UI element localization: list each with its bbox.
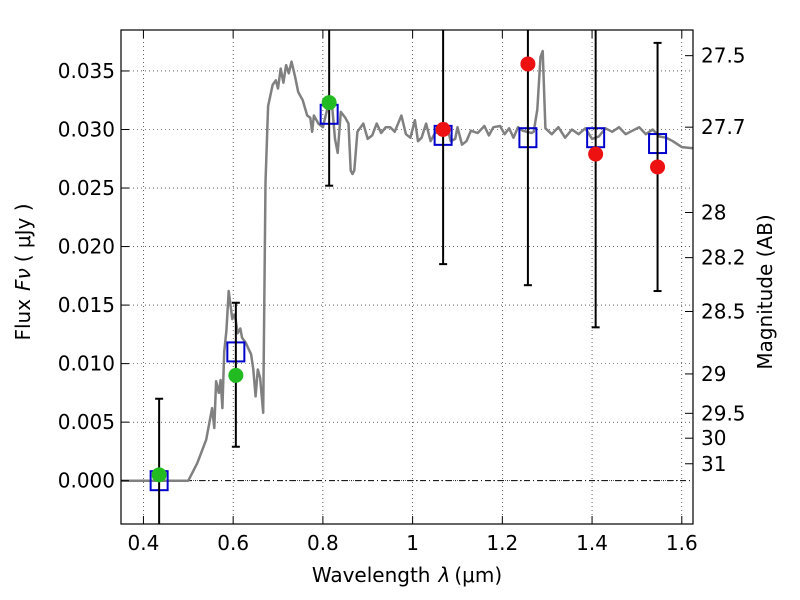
y2-tick-label: 27.5 [701,44,746,68]
y-axis-label-text: Flux [11,299,35,341]
y-tick-label: 0.005 [58,410,115,434]
y2-tick-label: 27.7 [701,115,746,139]
grid [121,30,693,524]
y-tick-label: 0.015 [58,293,115,317]
y2-tick-label: 29.5 [701,401,746,425]
ticks: 0.4 0.6 0.8 1 1.2 1.4 1.6 0.000 0.005 0.010 0.015 0… [58,30,746,555]
y-axis-unit: ( μJy ) [11,203,35,262]
observed-flux-point [435,122,451,138]
model-spectrum-line [121,49,694,482]
x-tick-label: 1.4 [576,531,608,555]
y2-tick-label: 28.5 [701,299,746,323]
x-tick-label: 1 [406,531,419,555]
x-axis-label: Wavelength λ (μm) [312,563,502,587]
x-axis-label-text: Wavelength [312,563,431,587]
y2-tick-label: 29 [701,362,726,386]
y-tick-label: 0.025 [58,176,115,200]
observed-flux-point [228,367,244,383]
y2-tick-label: 28 [701,201,726,225]
y-tick-label: 0.035 [58,59,115,83]
y2-tick-label: 31 [701,452,726,476]
observed-flux-point [650,159,666,175]
series-layer [121,30,694,524]
y-tick-label: 0.010 [58,352,115,376]
x-tick-label: 0.6 [217,531,249,555]
plot-frame [120,29,694,525]
y2-axis-label: Magnitude (AB) [753,214,777,369]
x-tick-label: 0.8 [307,531,339,555]
observed-flux-point [321,95,337,111]
x-axis-symbol: λ [438,563,451,587]
x-tick-label: 0.4 [128,531,160,555]
x-tick-label: 1.2 [486,531,518,555]
y-axis-label: Flux Fν ( μJy ) [11,203,35,340]
x-tick-label: 1.6 [666,531,698,555]
y-tick-label: 0.020 [58,235,115,259]
observed-flux-point [588,146,604,162]
observed-flux-point [520,56,536,72]
y-tick-label: 0.000 [58,469,115,493]
y2-tick-label: 28.2 [701,246,746,270]
y-axis-symbol: Fν [11,268,35,291]
x-axis-unit: (μm) [454,563,502,587]
y2-tick-label: 30 [701,426,726,450]
y-tick-label: 0.030 [58,118,115,142]
observed-flux-point [151,467,167,483]
